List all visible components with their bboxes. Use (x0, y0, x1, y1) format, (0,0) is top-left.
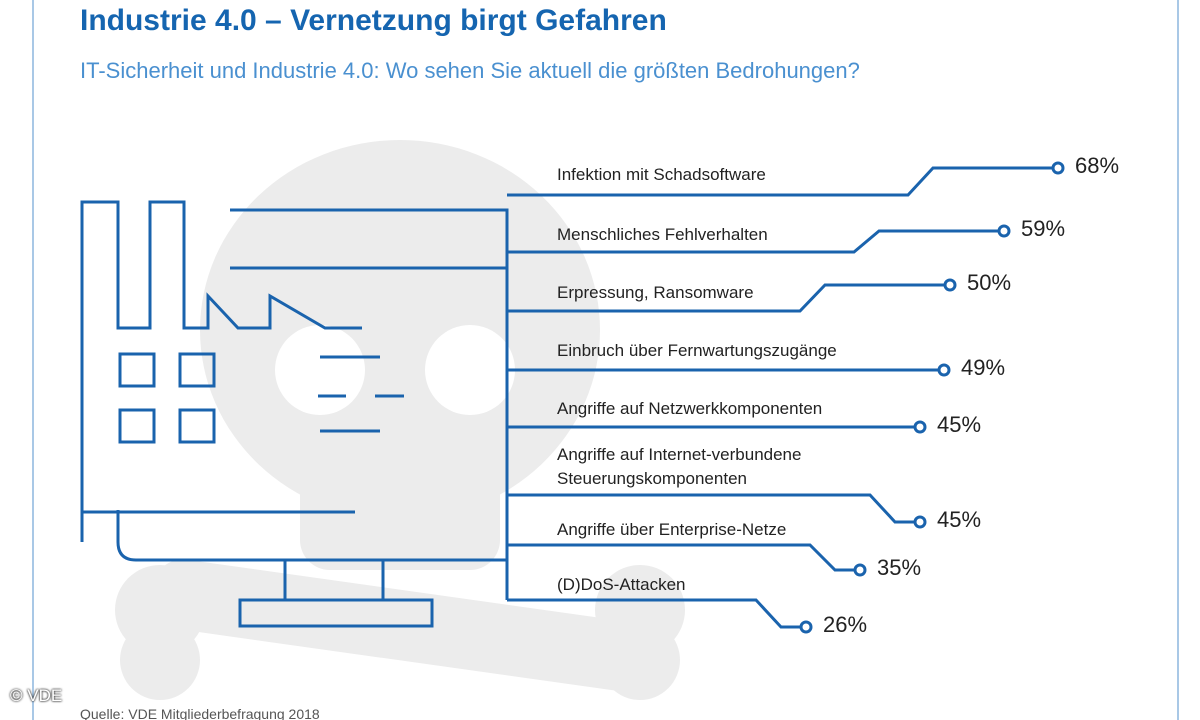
bar-end-dot (1051, 161, 1065, 175)
bar-end-dot (937, 363, 951, 377)
marks (507, 161, 1065, 634)
bar-end-dot (853, 563, 867, 577)
category-label: (D)DoS-Attacken (557, 575, 686, 594)
category-label: Einbruch über Fernwartungszugänge (557, 341, 837, 360)
value-label: 50% (967, 270, 1012, 295)
category-label: Erpressung, Ransomware (557, 283, 754, 302)
value-label: 49% (961, 355, 1006, 380)
category-label: Angriffe auf Netzwerkkomponenten (557, 399, 823, 418)
category-label: Menschliches Fehlverhalten (557, 225, 768, 244)
bar-line (507, 598, 806, 629)
skull-background (115, 140, 685, 700)
value-label: 45% (937, 412, 982, 437)
bar-end-dot (913, 515, 927, 529)
value-label: 59% (1021, 216, 1066, 241)
bar-line (507, 283, 950, 313)
frame (32, 0, 1179, 720)
bar-line (507, 493, 920, 524)
value-label: 26% (823, 612, 868, 637)
skull-eyes (275, 325, 515, 415)
bar-end-dot (997, 224, 1011, 238)
value-label: 68% (1075, 153, 1120, 178)
category-label: Angriffe über Enterprise-Netze (557, 520, 787, 539)
value-label: 45% (937, 507, 982, 532)
chart-title: Industrie 4.0 – Vernetzung birgt Gefahre… (80, 4, 667, 37)
bar-line (507, 543, 860, 572)
bar-line (507, 166, 1058, 197)
bar-end-dot (943, 278, 957, 292)
category-label: Angriffe auf Internet-verbundene Steueru… (557, 445, 802, 488)
category-label: Infektion mit Schadsoftware (557, 165, 766, 184)
source: Quelle: VDE Mitgliederbefragung 2018 (80, 706, 320, 720)
factory-monitor-outline (80, 200, 509, 628)
bar-line (507, 229, 1004, 254)
copyright: © VDE (10, 686, 63, 705)
chart-subtitle: IT-Sicherheit und Industrie 4.0: Wo sehe… (80, 58, 860, 83)
value-label: 35% (877, 555, 922, 580)
bar-end-dot (913, 420, 927, 434)
bar-end-dot (799, 620, 813, 634)
